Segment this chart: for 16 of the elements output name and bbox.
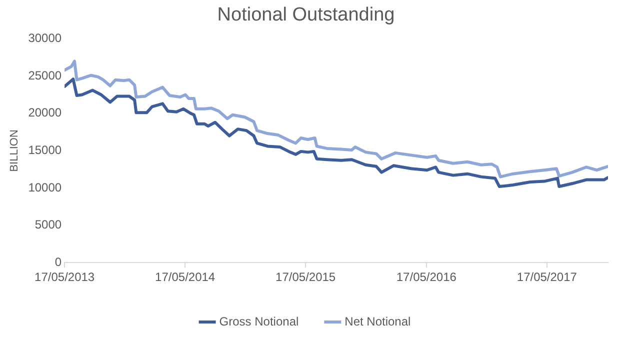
x-tick-label: 17/05/2016 [396, 270, 457, 284]
y-tick-label: 10000 [28, 180, 62, 194]
y-axis-title: BILLION [8, 130, 21, 172]
y-tick-label: 30000 [28, 31, 62, 46]
y-tick-label: 25000 [28, 68, 62, 82]
x-tick-label: 17/05/2015 [276, 270, 336, 284]
legend-label: Net Notional [344, 314, 411, 328]
y-tick-label: 0 [54, 254, 62, 269]
legend-label: Gross Notional [219, 314, 299, 328]
chart-title: Notional Outstanding [217, 4, 395, 26]
y-tick-label: 5000 [34, 218, 62, 232]
x-tick-label: 17/05/2014 [155, 270, 216, 284]
x-tick-label: 17/05/2017 [516, 270, 578, 284]
x-tick-label: 17/05/2013 [34, 270, 95, 284]
y-tick-label: 15000 [28, 143, 62, 158]
y-tick-label: 20000 [28, 106, 62, 120]
